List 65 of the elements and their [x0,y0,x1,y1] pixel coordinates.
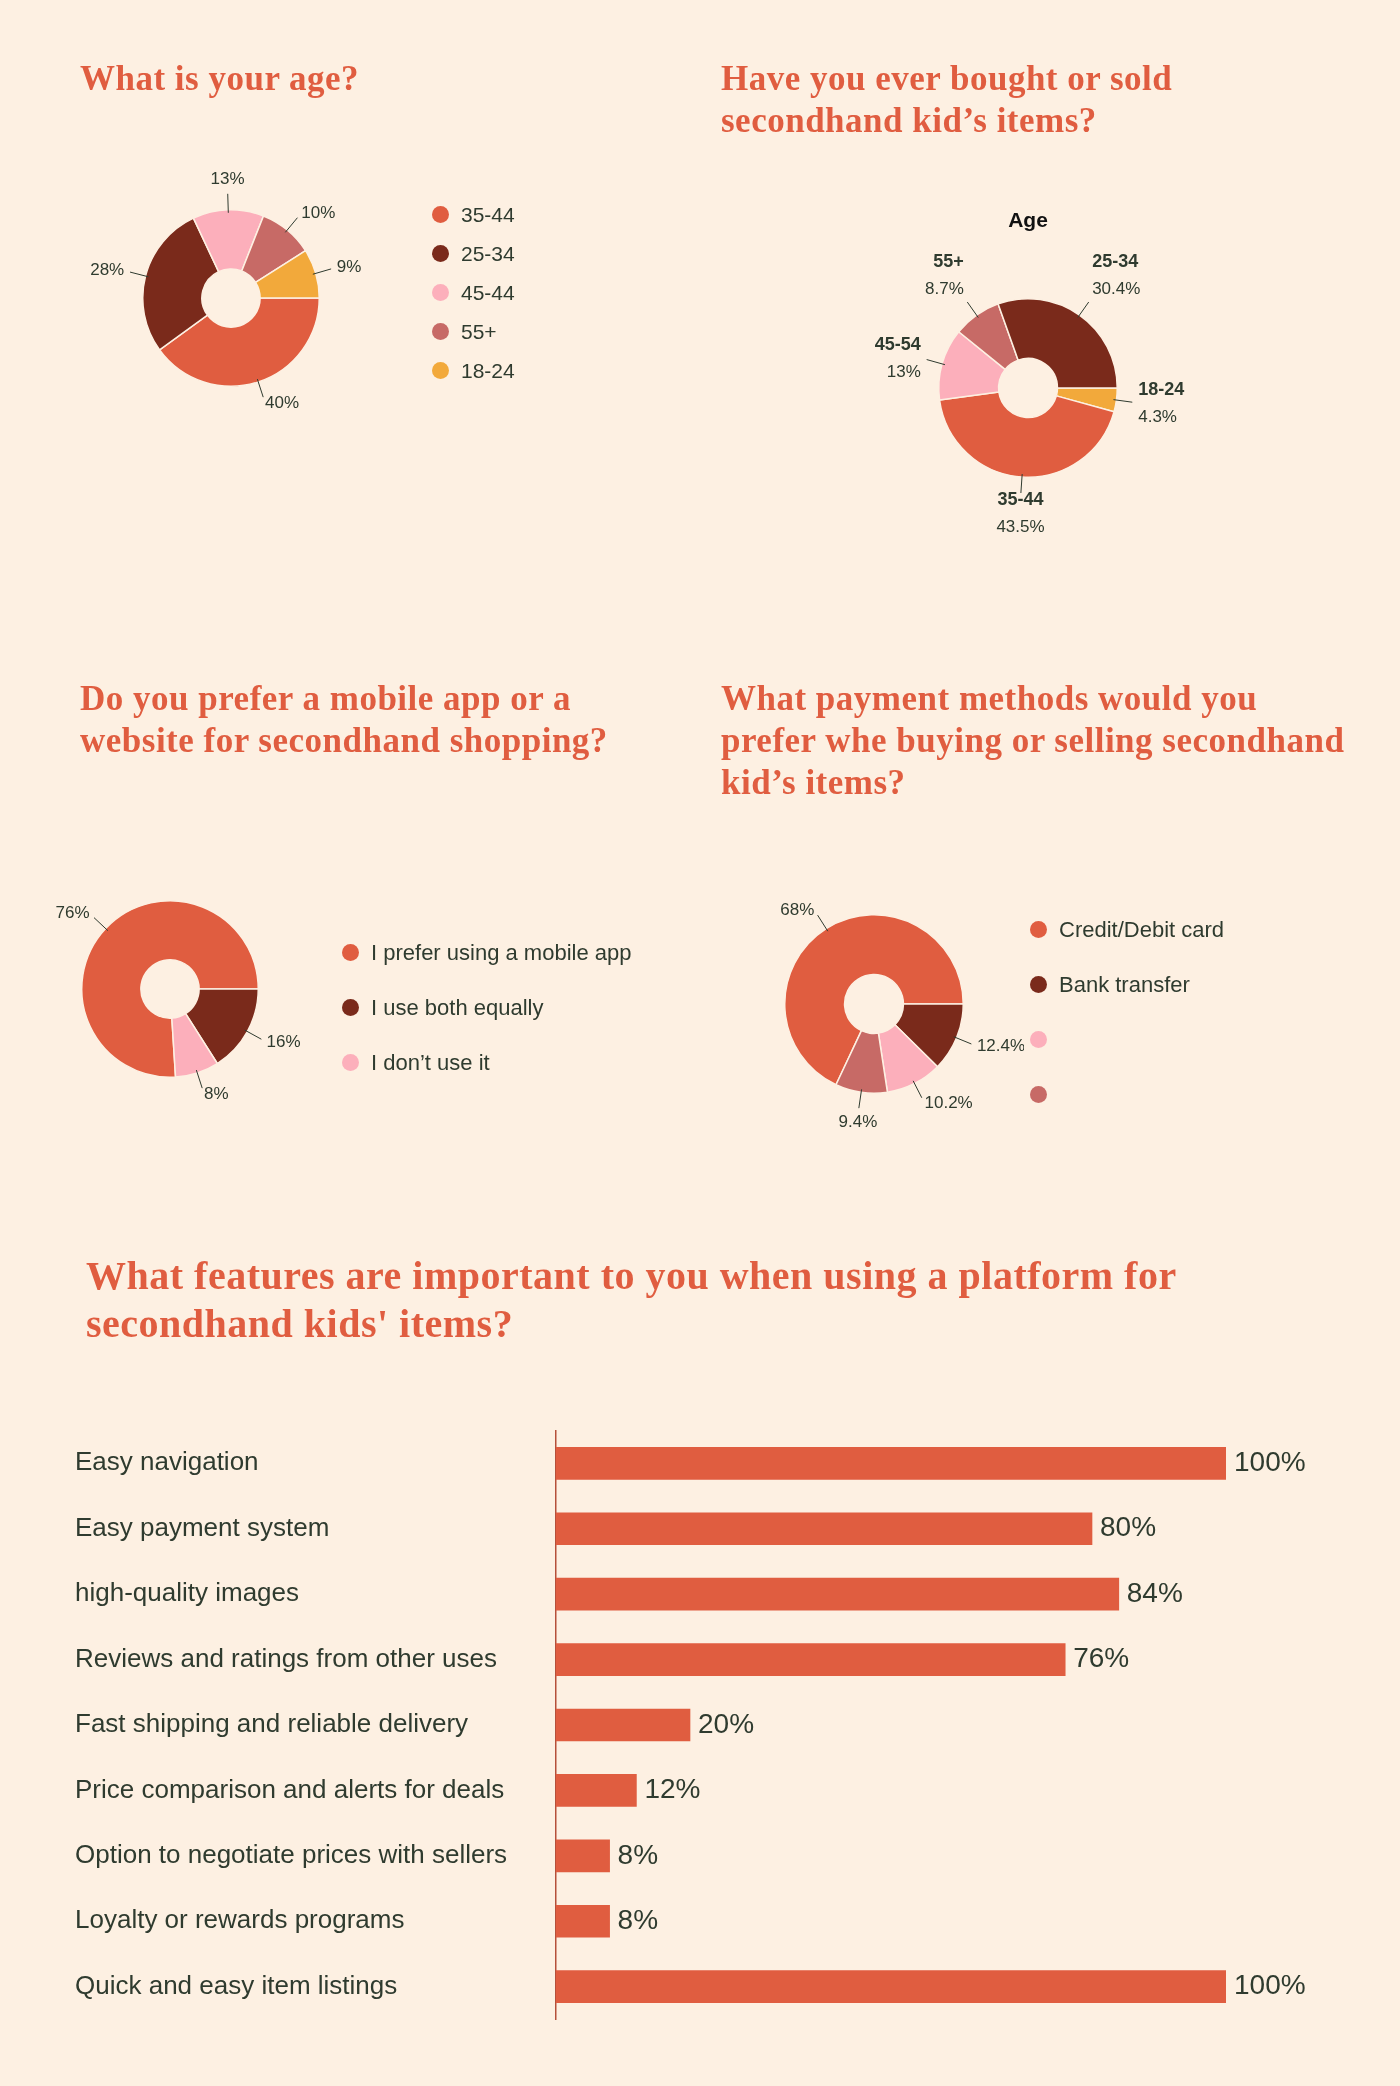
bar [556,1643,1066,1676]
data-label: 16% [266,1031,301,1051]
legend-label: 25-34 [461,241,515,266]
slice-label: 25-34 [1092,251,1139,272]
legend-label: I don’t use it [371,1049,490,1076]
chart-subtitle: Age [1007,208,1049,232]
data-label: 20% [698,1707,755,1739]
slice-label: 35-44 [997,488,1044,509]
legend-label: Credit/Debit card [1059,916,1225,943]
y-tick-label: Reviews and ratings from other uses [75,1642,497,1673]
bar [556,1970,1226,2004]
bar [556,1512,1093,1546]
y-tick-label: Easy navigation [75,1446,259,1477]
y-tick-label: Option to negotiate prices with sellers [75,1839,508,1870]
chart-title: What payment methods would you prefer whe buying or selling secondhand kid’s items? [721,678,1346,804]
data-label: 4.3% [1138,406,1177,426]
data-label: 76% [55,903,90,923]
data-label: 10.2% [924,1092,973,1112]
chart-title: What features are important to you when using a platform for secondhand kids' items? [86,1252,1177,1348]
data-label: 12.4% [976,1035,1026,1055]
chart-title: What is your age? [80,58,361,100]
data-label: 84% [1126,1576,1183,1608]
y-tick-label: Easy payment system [75,1511,330,1542]
data-label: 76% [1073,1642,1130,1674]
slice-label: 18-24 [1138,378,1185,399]
y-tick-label: high-quality images [75,1577,300,1608]
y-tick-label: Loyalty or rewards programs [75,1904,405,1935]
bar [556,1446,1226,1480]
slice-label: 55+ [933,251,964,272]
legend-label: I use both equally [371,994,544,1021]
bar [556,1708,691,1742]
data-label: 13% [210,169,245,189]
legend-label: 55+ [461,319,497,344]
bar [556,1577,1120,1611]
data-label: 8% [204,1083,229,1103]
data-label: 28% [90,260,125,280]
data-label: 100% [1234,1969,1306,2001]
data-label: 30.4% [1092,278,1141,298]
data-label: 8.7% [925,278,964,298]
y-tick-label: Quick and easy item listings [75,1969,398,2000]
data-label: 9% [336,256,362,276]
bar [556,1774,637,1807]
data-label: 8% [617,1838,659,1870]
data-label: 8% [617,1903,659,1935]
legend-label: 18-24 [461,358,515,383]
data-label: 68% [780,899,815,919]
data-label: 100% [1234,1446,1306,1478]
data-label: 9.4% [838,1111,878,1131]
legend-label: 45-44 [461,280,515,305]
data-label: 43.5% [996,516,1045,536]
bar [556,1904,610,1938]
legend-label: I prefer using a mobile app [371,939,632,966]
data-label: 13% [886,361,921,381]
chart-title: Have you ever bought or sold secondhand kid’s items? [721,58,1174,142]
y-tick-label: Fast shipping and reliable delivery [75,1708,469,1739]
data-label: 12% [644,1773,701,1805]
data-label: 10% [301,202,336,222]
slice-label: 45-54 [874,333,921,354]
data-label: 40% [265,392,300,412]
bar [556,1839,610,1873]
y-tick-label: Price comparison and alerts for deals [75,1773,505,1804]
chart-title: Do you prefer a mobile app or a website for secondhand shopping? [80,678,609,762]
data-label: 80% [1100,1511,1157,1543]
legend-label: 35-44 [461,202,515,227]
legend-label: Bank transfer [1059,971,1190,998]
